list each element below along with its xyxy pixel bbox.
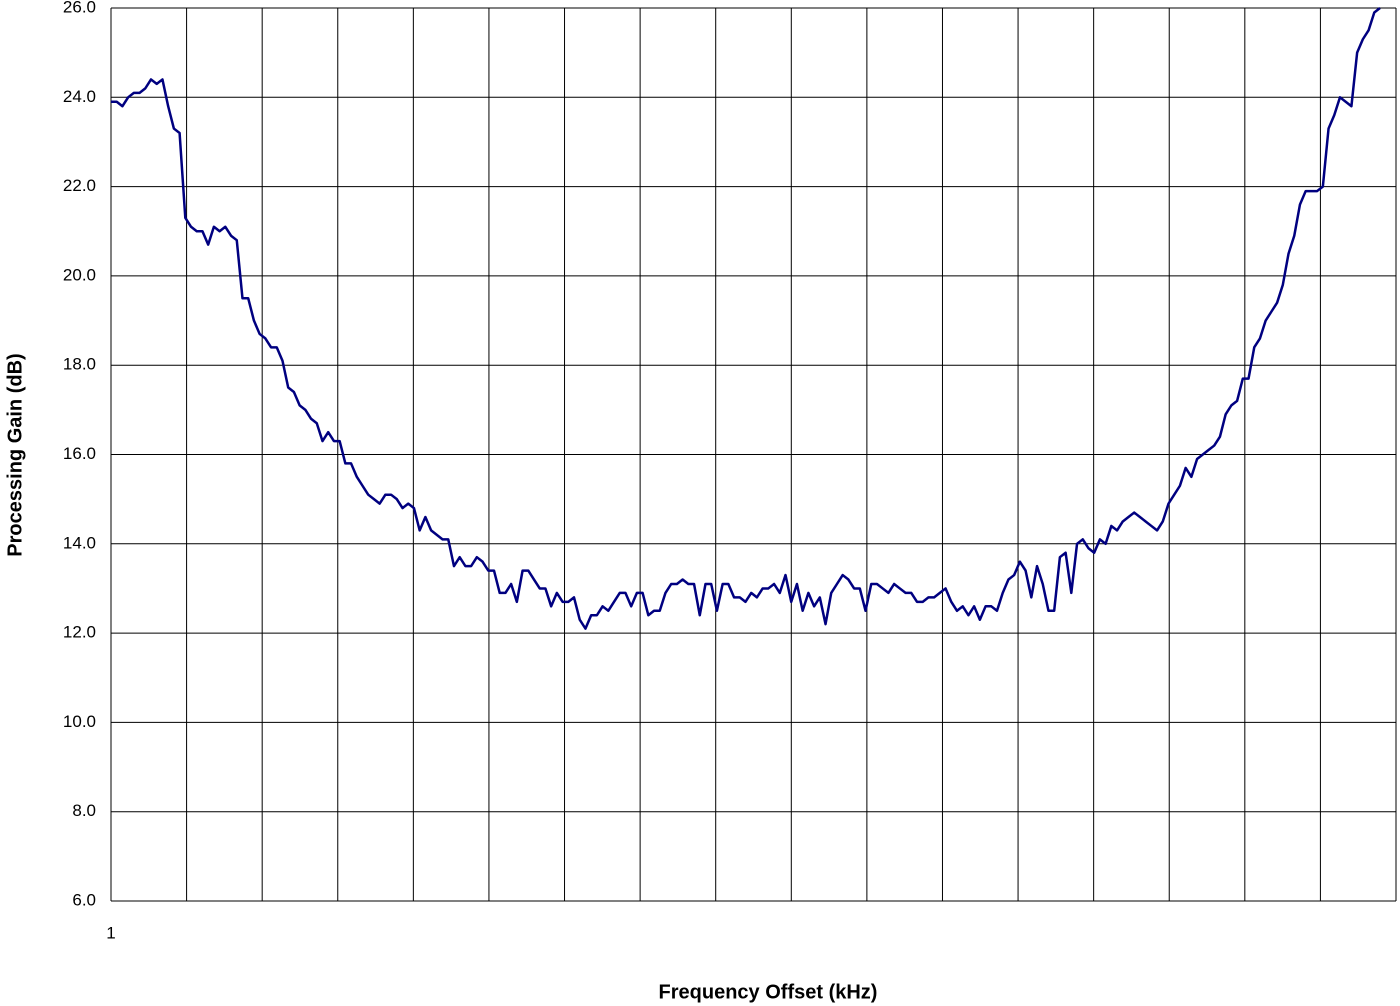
y-tick-label: 26.0 [63, 0, 96, 16]
x-axis-title: Frequency Offset (kHz) [659, 981, 878, 1003]
y-tick-label: 20.0 [63, 265, 96, 284]
y-tick-label: 10.0 [63, 712, 96, 731]
y-tick-label: 12.0 [63, 623, 96, 642]
x-tick-label: 1 [106, 923, 115, 942]
y-tick-label: 22.0 [63, 176, 96, 195]
y-tick-label: 8.0 [72, 801, 96, 820]
y-tick-label: 14.0 [63, 533, 96, 552]
data-line [111, 7, 1381, 630]
y-tick-label: 6.0 [72, 890, 96, 909]
y-tick-label: 18.0 [63, 355, 96, 374]
y-tick-label: 24.0 [63, 87, 96, 106]
y-tick-label: 16.0 [63, 444, 96, 463]
y-axis-title: Processing Gain (dB) [4, 353, 26, 556]
